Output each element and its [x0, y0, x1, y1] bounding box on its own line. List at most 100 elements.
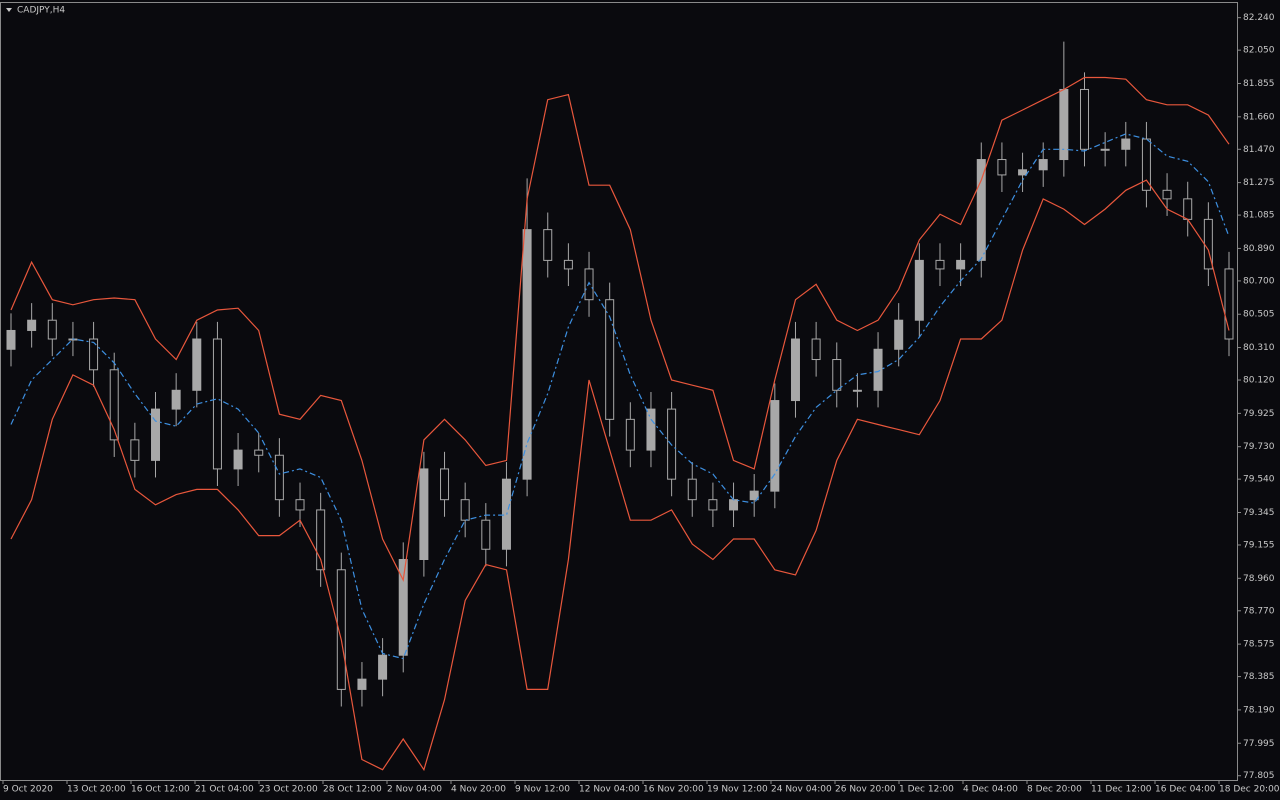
x-tick-label: 2 Nov 04:00 — [387, 785, 442, 795]
candle-body — [254, 449, 264, 456]
x-tick-label: 16 Oct 12:00 — [131, 785, 190, 795]
candle-body — [1224, 268, 1234, 340]
candle-body — [522, 229, 532, 480]
candle-body — [274, 454, 284, 501]
candle-body — [47, 319, 57, 340]
x-tick-label: 21 Oct 04:00 — [195, 785, 254, 795]
candle-body — [27, 319, 37, 331]
y-tick-label: 80.700 — [1243, 276, 1275, 286]
candle-body — [316, 509, 326, 571]
y-tick-label: 78.190 — [1243, 705, 1275, 715]
candle-body — [1121, 138, 1131, 150]
candle-body — [295, 499, 305, 511]
y-tick-label: 79.155 — [1243, 540, 1275, 550]
candle-body — [1079, 88, 1089, 150]
y-tick-label: 79.540 — [1243, 475, 1275, 485]
y-tick-label: 79.925 — [1243, 409, 1275, 419]
candle-body — [336, 569, 346, 690]
candle-body — [914, 259, 924, 321]
candle-body — [89, 338, 99, 371]
y-tick-label: 77.995 — [1243, 739, 1275, 749]
y-tick-label: 81.660 — [1243, 112, 1275, 122]
y-tick-label: 80.505 — [1243, 310, 1275, 320]
y-tick-label: 81.470 — [1243, 145, 1275, 155]
y-tick-label: 79.345 — [1243, 508, 1275, 518]
x-tick-label: 12 Nov 04:00 — [579, 785, 640, 795]
candle-body — [233, 449, 243, 470]
candle-body — [130, 439, 140, 461]
candle-body — [543, 229, 553, 261]
candle-body — [440, 468, 450, 501]
y-tick-label: 81.085 — [1243, 211, 1275, 221]
candle-body — [460, 499, 470, 521]
candle-body — [151, 408, 161, 461]
candle-body — [171, 389, 181, 410]
candle-body — [770, 400, 780, 492]
candle-body — [192, 338, 202, 391]
candle-body — [357, 678, 367, 690]
candle-body — [976, 159, 986, 261]
x-tick-label: 9 Oct 2020 — [3, 785, 53, 795]
y-tick-label: 80.120 — [1243, 376, 1275, 386]
candle-body — [749, 490, 759, 501]
y-tick-label: 78.960 — [1243, 574, 1275, 584]
x-tick-label: 19 Nov 12:00 — [707, 785, 768, 795]
candle-body — [956, 259, 966, 270]
x-tick-label: 4 Dec 04:00 — [963, 785, 1018, 795]
candle-body — [873, 348, 883, 391]
candle-body — [708, 499, 718, 511]
x-tick-label: 9 Nov 12:00 — [515, 785, 570, 795]
y-tick-label: 81.275 — [1243, 178, 1275, 188]
band-line — [10, 76, 1230, 582]
x-tick-label: 28 Oct 12:00 — [323, 785, 382, 795]
y-tick-label: 81.855 — [1243, 79, 1275, 89]
candle-body — [605, 299, 615, 420]
candle-body — [852, 389, 862, 392]
chart-title: CADJPY,H4 — [17, 6, 65, 16]
candle-body — [687, 478, 697, 501]
y-tick-label: 80.310 — [1243, 343, 1275, 353]
candle-body — [646, 408, 656, 451]
candle-body — [109, 369, 119, 441]
x-tick-label: 18 Dec 20:00 — [1219, 785, 1280, 795]
y-tick-label: 82.050 — [1243, 46, 1275, 56]
x-tick-label: 1 Dec 12:00 — [899, 785, 954, 795]
x-tick-label: 11 Dec 12:00 — [1091, 785, 1152, 795]
x-tick-label: 24 Nov 04:00 — [771, 785, 832, 795]
band-line — [10, 133, 1230, 660]
y-tick-label: 78.385 — [1243, 672, 1275, 682]
y-tick-label: 82.240 — [1243, 13, 1275, 23]
y-tick-label: 78.770 — [1243, 606, 1275, 616]
x-tick-label: 26 Nov 20:00 — [835, 785, 896, 795]
x-tick-label: 16 Nov 20:00 — [643, 785, 704, 795]
x-tick-label: 16 Dec 04:00 — [1155, 785, 1216, 795]
candle-body — [212, 338, 222, 470]
candle-body — [1162, 189, 1172, 200]
candle-body — [563, 259, 573, 270]
x-tick-label: 23 Oct 20:00 — [259, 785, 318, 795]
y-tick-label: 79.730 — [1243, 442, 1275, 452]
candle-body — [1141, 138, 1151, 191]
candle-body — [832, 359, 842, 391]
candle-body — [1100, 148, 1110, 151]
plot-frame — [0, 2, 1238, 781]
candle-body — [935, 259, 945, 270]
candle-body — [1018, 169, 1028, 176]
candle-body — [378, 654, 388, 680]
candle-body — [584, 268, 594, 301]
candle-body — [1183, 198, 1193, 220]
candle-body — [6, 329, 16, 350]
menu-triangle[interactable] — [6, 8, 12, 12]
y-tick-label: 77.805 — [1243, 771, 1275, 781]
candle-body — [811, 338, 821, 361]
y-tick-label: 78.575 — [1243, 640, 1275, 650]
band-line — [10, 179, 1230, 772]
y-tick-label: 80.890 — [1243, 244, 1275, 254]
candle-body — [1038, 159, 1048, 171]
x-tick-label: 13 Oct 20:00 — [67, 785, 126, 795]
x-tick-label: 8 Dec 20:00 — [1027, 785, 1082, 795]
candle-body — [790, 338, 800, 402]
candle-body — [625, 418, 635, 451]
x-tick-label: 4 Nov 20:00 — [451, 785, 506, 795]
